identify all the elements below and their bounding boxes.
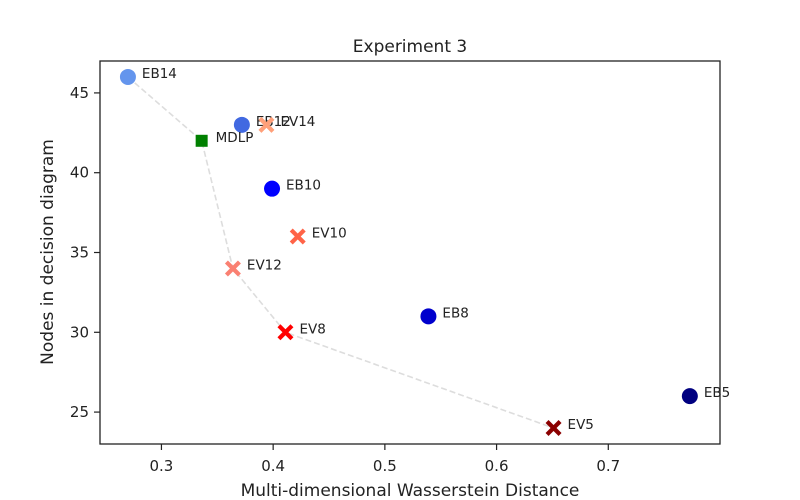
point-ev5	[545, 420, 562, 437]
x-tick-label: 0.7	[596, 457, 620, 475]
point-eb10	[264, 180, 281, 197]
y-axis-label: Nodes in decision diagram	[38, 139, 58, 365]
y-tick-label: 45	[70, 84, 89, 102]
point-ev14	[258, 116, 275, 133]
y-tick-label: 40	[70, 164, 89, 182]
point-label-mdlp: MDLP	[216, 130, 254, 146]
point-label-ev5: EV5	[568, 417, 594, 433]
point-label-eb5: EB5	[704, 385, 730, 401]
point-eb14	[119, 68, 136, 85]
point-label-ev10: EV10	[312, 226, 347, 242]
x-tick-label: 0.5	[373, 457, 397, 475]
x-tick-label: 0.6	[485, 457, 509, 475]
pareto-front-line	[127, 76, 554, 429]
y-tick-label: 30	[70, 323, 89, 341]
point-label-eb8: EB8	[442, 305, 468, 321]
y-tick-label: 35	[70, 244, 89, 262]
plot-area: EB14EB12EB10EB8EB5EV14EV12EV10EV8EV5MDLP…	[70, 60, 730, 475]
x-tick-label: 0.4	[261, 457, 285, 475]
point-label-eb14: EB14	[142, 66, 177, 82]
point-label-ev14: EV14	[280, 114, 315, 130]
point-label-ev12: EV12	[247, 257, 282, 273]
point-label-ev8: EV8	[299, 321, 325, 337]
point-mdlp	[195, 134, 208, 147]
chart-title: Experiment 3	[353, 37, 467, 57]
x-axis-label: Multi-dimensional Wasserstein Distance	[241, 481, 580, 500]
point-eb8	[420, 308, 437, 325]
point-ev8	[277, 324, 294, 341]
x-tick-label: 0.3	[150, 457, 174, 475]
point-ev10	[289, 228, 306, 245]
point-eb5	[681, 388, 698, 405]
point-ev12	[224, 260, 241, 277]
y-tick-label: 25	[70, 403, 89, 421]
point-eb12	[233, 116, 250, 133]
point-label-eb10: EB10	[286, 178, 321, 194]
axes-frame	[99, 60, 721, 445]
